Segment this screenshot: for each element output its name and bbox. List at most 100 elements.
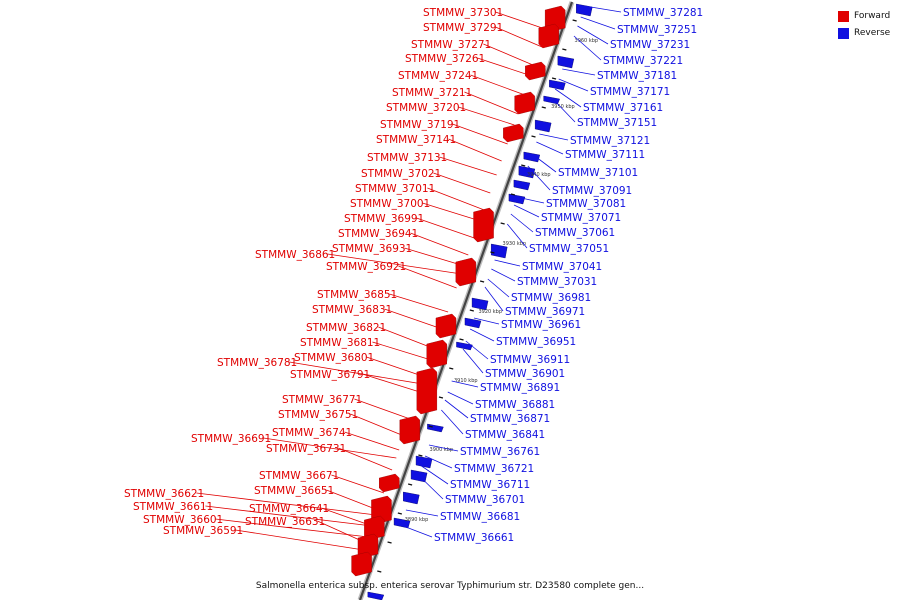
- legend-reverse: Reverse: [838, 26, 890, 40]
- forward-gene-label: STMMW_36921: [326, 261, 406, 273]
- reverse-gene-label: STMMW_36971: [505, 306, 585, 318]
- forward-gene-label: STMMW_36861: [255, 249, 335, 261]
- forward-feature: [503, 123, 524, 143]
- forward-leader-line: [404, 247, 465, 267]
- axis-dash: [541, 106, 546, 109]
- kbp-tick-label: 3940 kbp: [527, 172, 551, 178]
- reverse-leader-line: [441, 409, 464, 435]
- forward-leader-line: [483, 43, 536, 67]
- reverse-leader-line: [539, 133, 569, 141]
- forward-leader-line: [495, 11, 549, 31]
- reverse-leader-line: [473, 317, 500, 325]
- reverse-leader-line: [447, 391, 474, 405]
- reverse-leader-line: [516, 196, 545, 204]
- forward-leader-line: [338, 447, 393, 471]
- forward-feature: [538, 23, 559, 49]
- reverse-leader-line: [421, 465, 449, 485]
- reverse-leader-line: [584, 5, 622, 13]
- forward-leader-line: [372, 341, 432, 361]
- axis-dash: [531, 135, 536, 138]
- reverse-gene-label: STMMW_37231: [610, 39, 690, 51]
- reverse-leader-line: [527, 165, 551, 191]
- forward-gene-label: STMMW_37021: [361, 168, 441, 180]
- forward-leader-line: [398, 265, 457, 289]
- reverse-gene-label: STMMW_36711: [450, 479, 530, 491]
- reverse-feature: [513, 179, 531, 191]
- kbp-tick-label: 3900 kbp: [430, 447, 454, 453]
- reverse-gene-label: STMMW_37181: [597, 70, 677, 82]
- reverse-gene-label: STMMW_36911: [490, 354, 570, 366]
- kbp-tick-label: 3930 kbp: [503, 241, 527, 247]
- reverse-leader-line: [462, 348, 484, 374]
- forward-feature: [399, 415, 421, 445]
- reverse-gene-label: STMMW_36891: [480, 382, 560, 394]
- reverse-gene-label: STMMW_37071: [541, 212, 621, 224]
- forward-leader-line: [495, 26, 543, 48]
- reverse-gene-label: STMMW_37081: [546, 198, 626, 210]
- forward-gene-label: STMMW_36941: [338, 228, 418, 240]
- forward-leader-line: [354, 398, 411, 420]
- forward-gene-label: STMMW_36591: [163, 525, 243, 537]
- forward-swatch: [838, 10, 849, 22]
- reverse-feature: [367, 591, 385, 600]
- forward-gene-label: STMMW_37011: [355, 183, 435, 195]
- forward-gene-label: STMMW_37131: [367, 152, 447, 164]
- axis-dash: [387, 541, 392, 544]
- forward-leader-line: [331, 474, 385, 494]
- axis-dash: [407, 483, 413, 486]
- forward-leader-line: [326, 489, 379, 511]
- reverse-feature: [427, 423, 444, 433]
- forward-leader-line: [452, 123, 508, 145]
- forward-gene-label: STMMW_36781: [217, 357, 297, 369]
- reverse-leader-line: [469, 328, 495, 342]
- reverse-gene-label: STMMW_37171: [590, 86, 670, 98]
- forward-gene-label: STMMW_37211: [392, 87, 472, 99]
- forward-gene-label: STMMW_36641: [249, 503, 329, 515]
- forward-feature: [455, 257, 477, 287]
- forward-label: Forward: [854, 11, 891, 21]
- axis-dash: [377, 570, 382, 573]
- forward-gene-label: STMMW_37301: [423, 7, 503, 19]
- reverse-gene-label: STMMW_37111: [565, 149, 645, 161]
- reverse-feature: [491, 243, 508, 259]
- forward-leader-line: [378, 326, 436, 350]
- kbp-tick-label: 3960 kbp: [575, 38, 599, 44]
- reverse-leader-line: [491, 268, 516, 282]
- reverse-leader-line: [551, 97, 576, 123]
- reverse-leader-line: [510, 213, 534, 233]
- axis-dash: [418, 454, 423, 457]
- axis-dash: [449, 367, 454, 370]
- reverse-gene-label: STMMW_36951: [496, 336, 576, 348]
- forward-leader-line: [470, 74, 526, 96]
- reverse-gene-label: STMMW_37041: [522, 261, 602, 273]
- forward-leader-line: [464, 91, 519, 115]
- forward-leader-line: [427, 187, 485, 211]
- reverse-gene-label: STMMW_36701: [445, 494, 525, 506]
- reverse-leader-line: [405, 509, 439, 517]
- forward-gene-label: STMMW_36851: [317, 289, 397, 301]
- reverse-leader-line: [424, 455, 453, 469]
- genome-axis: [358, 1, 574, 600]
- axis-dash: [428, 425, 433, 428]
- forward-gene-label: STMMW_36771: [282, 394, 362, 406]
- reverse-feature: [534, 119, 552, 133]
- reverse-gene-label: STMMW_36961: [501, 319, 581, 331]
- kbp-tick-label: 3950 kbp: [551, 104, 575, 110]
- reverse-leader-line: [418, 474, 444, 500]
- reverse-leader-line: [494, 259, 521, 267]
- forward-gene-label: STMMW_37291: [423, 22, 503, 34]
- forward-gene-label: STMMW_37141: [376, 134, 456, 146]
- reverse-leader-line: [428, 444, 459, 452]
- legend: Forward Reverse: [838, 9, 890, 43]
- reverse-gene-label: STMMW_37281: [623, 7, 703, 19]
- forward-gene-label: STMMW_37001: [350, 198, 430, 210]
- reverse-feature: [456, 341, 473, 351]
- reverse-gene-label: STMMW_36721: [454, 463, 534, 475]
- kbp-tick-label: 3890 kbp: [405, 517, 429, 523]
- forward-leader-line: [205, 505, 373, 527]
- forward-leader-line: [448, 138, 502, 162]
- forward-gene-label: STMMW_36791: [290, 369, 370, 381]
- reverse-leader-line: [484, 286, 504, 312]
- reverse-gene-label: STMMW_36901: [485, 368, 565, 380]
